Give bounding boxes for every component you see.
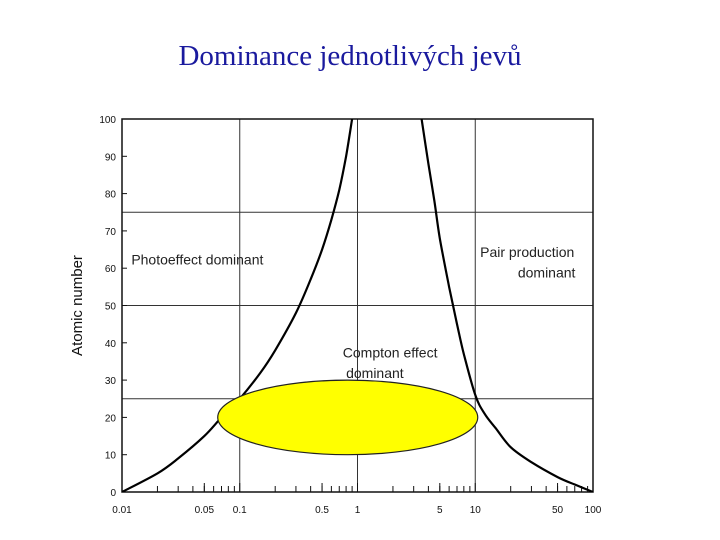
highlight-ellipse xyxy=(217,379,479,456)
y-tick-label: 10 xyxy=(105,451,117,462)
slide-title: Dominance jednotlivých jevů xyxy=(178,40,522,72)
region-label: Pair production xyxy=(480,244,574,260)
y-tick-label: 100 xyxy=(99,115,116,126)
y-tick-label: 60 xyxy=(105,264,117,275)
y-axis-title: Atomic number xyxy=(69,255,86,356)
y-tick-label: 40 xyxy=(105,339,117,350)
y-tick-label: 50 xyxy=(105,302,117,313)
x-tick-label: 1 xyxy=(355,505,361,516)
photo-compton-boundary xyxy=(122,119,354,492)
x-tick-label: 0.01 xyxy=(112,505,132,516)
region-label: Photoeffect dominant xyxy=(131,251,263,267)
y-tick-label: 0 xyxy=(110,488,116,499)
region-label: dominant xyxy=(346,365,404,381)
region-label: dominant xyxy=(518,265,576,281)
x-tick-label: 50 xyxy=(552,505,564,516)
x-tick-label: 5 xyxy=(437,505,443,516)
x-tick-label: 0.05 xyxy=(195,505,215,516)
x-tick-label: 0.1 xyxy=(233,505,247,516)
y-tick-label: 90 xyxy=(105,152,117,163)
x-tick-label: 100 xyxy=(585,505,602,516)
y-tick-label: 80 xyxy=(105,190,117,201)
region-label: Compton effect xyxy=(343,345,438,361)
compton-pair-boundary xyxy=(420,119,593,492)
x-tick-label: 0.5 xyxy=(315,505,329,516)
x-tick-label: 10 xyxy=(470,505,482,516)
y-tick-label: 20 xyxy=(105,413,117,424)
y-tick-label: 70 xyxy=(105,227,117,238)
y-tick-label: 30 xyxy=(105,376,117,387)
